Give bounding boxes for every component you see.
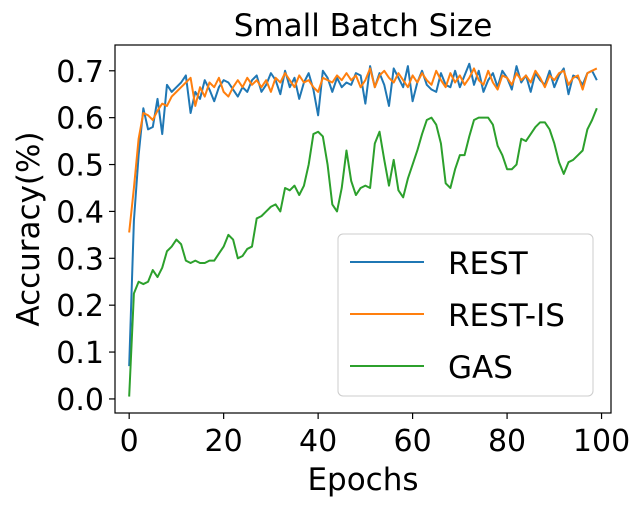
series-line-rest <box>128 62 598 367</box>
series-line-gas <box>128 107 598 397</box>
y-tick-label: 0.2 <box>56 289 104 324</box>
x-tick-label: 40 <box>299 424 337 459</box>
x-tick-label: 100 <box>573 424 630 459</box>
legend-label-gas: GAS <box>448 350 513 386</box>
y-axis-ticks: 0.0 0.1 0.2 0.3 0.4 0.5 0.6 0.7 <box>56 55 115 418</box>
y-tick-label: 0.1 <box>56 336 104 371</box>
legend-label-rest-is: REST-IS <box>448 298 565 334</box>
y-tick-label: 0.4 <box>56 195 104 230</box>
x-tick-label: 80 <box>488 424 526 459</box>
chart-title: Small Batch Size <box>234 8 493 44</box>
y-tick-label: 0.0 <box>56 383 104 418</box>
plot-lines <box>128 62 598 397</box>
y-axis-label: Accuracy(%) <box>11 131 47 326</box>
legend: REST REST-IS GAS <box>337 233 594 397</box>
x-axis-label: Epochs <box>307 462 418 498</box>
y-tick-label: 0.5 <box>56 149 104 184</box>
y-tick-label: 0.7 <box>56 55 104 90</box>
legend-box <box>337 233 594 397</box>
series-line-rest-is <box>128 67 598 233</box>
x-axis-ticks: 0 20 40 60 80 100 <box>120 413 630 459</box>
legend-label-rest: REST <box>448 246 529 282</box>
y-tick-label: 0.3 <box>56 242 104 277</box>
x-tick-label: 0 <box>120 424 139 459</box>
x-tick-label: 20 <box>205 424 243 459</box>
plot-frame <box>114 44 612 414</box>
y-tick-label: 0.6 <box>56 102 104 137</box>
x-tick-label: 60 <box>394 424 432 459</box>
